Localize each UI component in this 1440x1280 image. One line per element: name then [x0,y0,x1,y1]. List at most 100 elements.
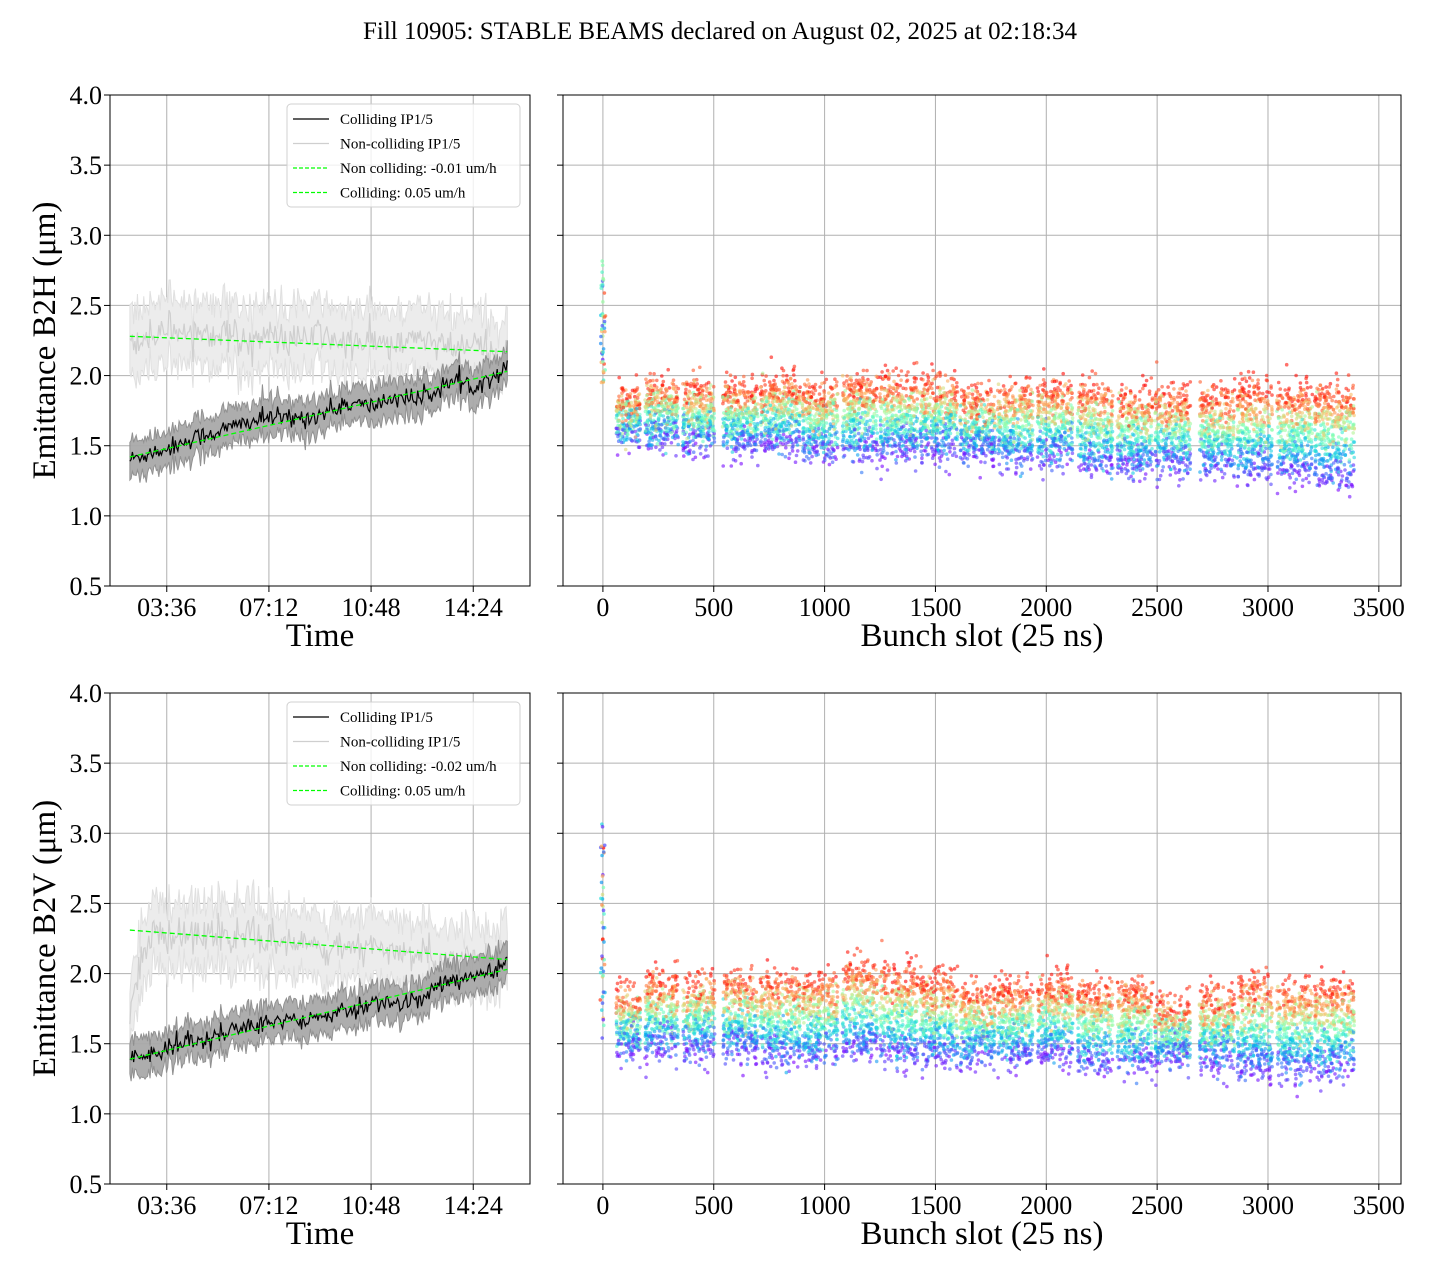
scatter-point [802,415,806,419]
scatter-point [685,382,689,387]
scatter-point [996,382,1001,387]
scatter-point [1039,395,1044,400]
scatter-point [637,445,642,450]
scatter-point [841,393,845,398]
scatter-point [853,431,857,436]
scatter-point [959,448,963,453]
scatter-point [807,393,811,397]
scatter-point [889,404,894,409]
scatter-point [684,450,689,455]
scatter-point [901,452,905,457]
scatter-point [962,398,967,403]
scatter-point [648,414,653,418]
scatter-point [1019,406,1023,411]
scatter-point [1037,451,1041,455]
scatter-point [904,428,908,432]
scatter-point [948,450,952,454]
scatter-point [700,406,704,410]
scatter-point [783,408,787,413]
scatter-point [622,424,626,429]
scatter-point [794,453,799,458]
scatter-point [645,419,649,424]
scatter-point [1008,429,1013,433]
scatter-point [733,416,737,420]
scatter-point [758,440,763,445]
scatter-point [1017,456,1022,461]
y-tick-label: 2.0 [70,362,103,391]
scatter-point [726,410,731,415]
scatter-point [1082,467,1086,471]
scatter-point [880,464,884,469]
scatter-point [857,407,861,412]
scatter-point [786,386,791,390]
scatter-point [1048,453,1052,458]
scatter-point [766,447,771,451]
scatter-point [979,381,984,386]
scatter-point [1089,463,1094,467]
scatter-point [1106,450,1110,454]
x-tick-label: 3000 [1242,593,1294,622]
scatter-point [905,456,909,461]
scatter-point [1096,391,1100,396]
scatter-point [801,419,805,423]
scatter-point [1051,394,1056,398]
scatter-point [973,421,978,425]
scatter-point [624,402,628,406]
scatter-point [755,432,760,437]
y-tick-label: 4.0 [70,81,103,110]
scatter-point [980,397,985,401]
scatter-point [1044,427,1049,432]
scatter-point [905,414,909,418]
scatter-point [882,436,886,441]
scatter-point [954,454,959,459]
scatter-point [806,410,811,414]
scatter-point [969,415,974,420]
scatter-point [1065,462,1069,467]
scatter-point [651,378,655,383]
scatter-point [1047,434,1052,439]
scatter-point [674,424,679,429]
scatter-point [894,449,898,454]
scatter-point [637,392,642,396]
scatter-point [919,404,924,409]
scatter-point [755,437,759,442]
scatter-point [898,398,902,402]
scatter-point [874,427,878,431]
scatter-point [831,455,835,460]
scatter-point [712,436,717,441]
scatter-point [912,449,917,454]
scatter-point [926,441,931,445]
scatter-point [767,393,771,398]
scatter-point [635,432,639,436]
scatter-point [654,428,658,433]
scatter-point [1101,419,1105,423]
scatter-point [753,396,758,400]
scatter-point [1088,410,1092,414]
scatter-point [912,400,916,404]
scatter-point [1090,395,1094,400]
scatter-point [854,398,859,403]
scatter-point [890,413,895,418]
scatter-point [783,454,788,459]
scatter-point [915,402,920,407]
scatter-point [918,435,923,440]
scatter-point [958,403,963,408]
scatter-point [922,432,926,437]
scatter-point [617,394,621,399]
scatter-point [742,424,747,429]
scatter-point [635,413,640,417]
scatter-point [828,406,832,411]
scatter-point [776,413,781,418]
scatter-point [617,375,621,380]
scatter-point [1018,388,1022,393]
scatter-point [649,383,653,388]
scatter-point [733,375,738,380]
scatter-point [931,429,936,434]
scatter-point [625,435,629,440]
scatter-point [925,397,929,401]
scatter-point [1070,442,1074,447]
scatter-point [1079,409,1084,414]
scatter-point [637,403,642,407]
scatter-point [1062,384,1066,388]
scatter-point [1087,418,1092,423]
